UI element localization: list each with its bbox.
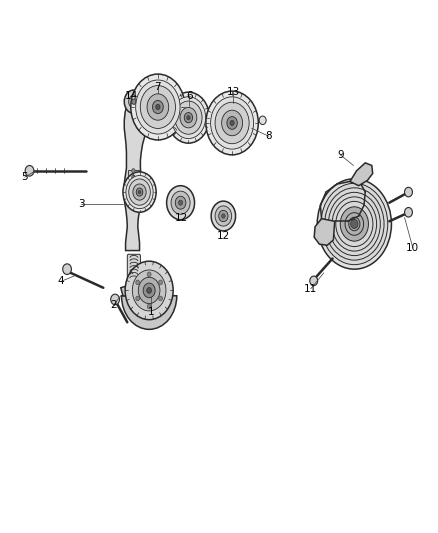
Circle shape xyxy=(230,120,234,125)
Circle shape xyxy=(126,175,153,208)
Circle shape xyxy=(132,175,135,179)
Circle shape xyxy=(152,100,163,114)
Circle shape xyxy=(136,280,140,285)
Circle shape xyxy=(133,184,146,200)
Circle shape xyxy=(340,207,368,241)
Circle shape xyxy=(136,296,140,301)
Text: 14: 14 xyxy=(125,91,138,101)
Circle shape xyxy=(345,213,364,235)
Text: 3: 3 xyxy=(78,199,85,209)
Circle shape xyxy=(178,200,183,205)
Circle shape xyxy=(125,261,173,320)
Circle shape xyxy=(155,104,160,110)
Circle shape xyxy=(159,296,162,301)
Circle shape xyxy=(63,264,71,274)
Wedge shape xyxy=(121,296,177,329)
Circle shape xyxy=(124,90,144,114)
Circle shape xyxy=(140,86,176,128)
Circle shape xyxy=(332,197,377,251)
FancyBboxPatch shape xyxy=(128,169,139,181)
Circle shape xyxy=(227,117,237,130)
Circle shape xyxy=(405,187,413,197)
FancyBboxPatch shape xyxy=(127,254,141,281)
Circle shape xyxy=(159,280,162,285)
Circle shape xyxy=(328,192,380,256)
Circle shape xyxy=(147,272,151,277)
Circle shape xyxy=(25,165,34,176)
Circle shape xyxy=(138,190,141,193)
Text: 8: 8 xyxy=(265,131,272,141)
Circle shape xyxy=(349,217,360,231)
Circle shape xyxy=(147,287,152,293)
Text: 9: 9 xyxy=(337,150,344,160)
Polygon shape xyxy=(124,107,147,251)
Circle shape xyxy=(215,102,249,144)
Circle shape xyxy=(129,179,150,205)
Circle shape xyxy=(351,220,358,229)
Circle shape xyxy=(180,108,197,128)
Circle shape xyxy=(317,179,392,269)
Circle shape xyxy=(259,116,266,125)
Circle shape xyxy=(131,74,185,140)
Circle shape xyxy=(132,181,135,185)
Polygon shape xyxy=(121,284,151,297)
Text: 12: 12 xyxy=(217,231,230,241)
Circle shape xyxy=(171,96,205,139)
Circle shape xyxy=(129,95,139,108)
Circle shape xyxy=(310,276,318,286)
Circle shape xyxy=(166,185,194,220)
Circle shape xyxy=(167,92,209,143)
Circle shape xyxy=(336,201,373,247)
Circle shape xyxy=(136,188,143,196)
Text: 6: 6 xyxy=(186,91,193,101)
Circle shape xyxy=(123,172,156,212)
Circle shape xyxy=(405,207,413,217)
Circle shape xyxy=(132,99,136,104)
Text: 4: 4 xyxy=(58,277,64,286)
Text: 12: 12 xyxy=(174,213,187,223)
Circle shape xyxy=(132,168,135,173)
Text: 13: 13 xyxy=(226,87,240,97)
Circle shape xyxy=(128,277,140,292)
Circle shape xyxy=(219,211,228,222)
Text: 11: 11 xyxy=(304,284,317,294)
Text: 5: 5 xyxy=(21,172,28,182)
Circle shape xyxy=(136,80,180,134)
Circle shape xyxy=(215,206,232,226)
Circle shape xyxy=(321,183,388,265)
Circle shape xyxy=(175,101,202,134)
Text: 10: 10 xyxy=(406,243,420,253)
Circle shape xyxy=(222,214,225,218)
Circle shape xyxy=(175,196,186,209)
Text: 7: 7 xyxy=(155,82,161,92)
Circle shape xyxy=(132,270,166,311)
Circle shape xyxy=(187,116,190,120)
Circle shape xyxy=(171,191,190,214)
Polygon shape xyxy=(350,163,373,185)
Circle shape xyxy=(222,110,243,136)
Circle shape xyxy=(211,201,236,231)
Circle shape xyxy=(147,304,151,309)
Circle shape xyxy=(143,283,155,298)
Circle shape xyxy=(111,294,120,305)
Polygon shape xyxy=(314,219,335,245)
Circle shape xyxy=(211,97,254,149)
Text: 1: 1 xyxy=(148,306,155,317)
Circle shape xyxy=(147,94,169,120)
Text: 2: 2 xyxy=(110,300,117,310)
Circle shape xyxy=(206,91,258,155)
Circle shape xyxy=(184,112,193,123)
Circle shape xyxy=(325,188,384,260)
Circle shape xyxy=(138,277,160,304)
